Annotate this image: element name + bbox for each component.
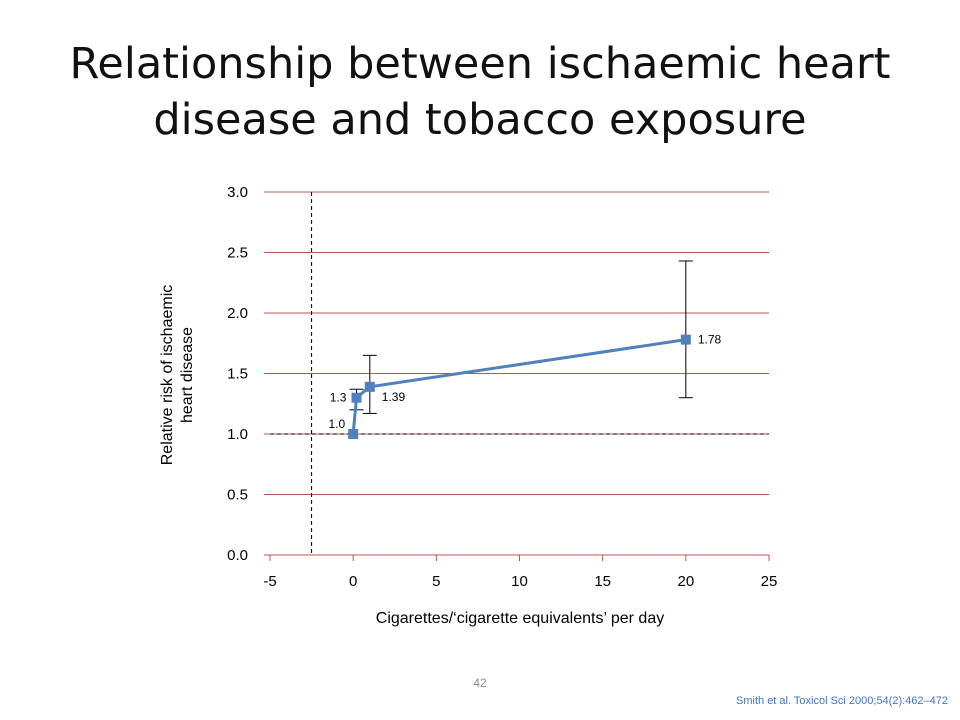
data-label: 1.39 (382, 390, 406, 404)
x-tick-label: 25 (761, 573, 778, 590)
data-label: 1.3 (330, 391, 347, 405)
x-tick-label: 0 (349, 573, 357, 590)
data-point (351, 392, 362, 403)
y-tick-label: 0.5 (227, 487, 248, 504)
x-tick-label: 20 (677, 573, 694, 590)
data-label: 1.0 (328, 417, 345, 431)
y-tick-label: 0.0 (227, 547, 248, 564)
y-tick-label: 2.5 (227, 245, 248, 262)
x-tick-label: 5 (432, 573, 440, 590)
y-tick-label: 1.0 (227, 426, 248, 443)
x-tick-label: -5 (263, 573, 276, 590)
y-tick-label: 3.0 (227, 184, 248, 201)
data-label: 1.78 (698, 333, 722, 347)
title-line-1: Relationship between ischaemic heart (69, 39, 891, 89)
data-point (680, 334, 691, 345)
y-axis-title: Relative risk of ischaemic heart disease (159, 285, 196, 466)
data-point (348, 429, 359, 439)
y-axis-title-line: Relative risk of ischaemic (159, 285, 176, 466)
title-line-2: disease and tobacco exposure (153, 95, 807, 145)
citation: Smith et al. Toxicol Sci 2000;54(2):462–… (736, 695, 948, 707)
x-tick-label: 15 (594, 573, 611, 590)
x-tick-label: 10 (511, 573, 528, 590)
y-axis-title-line: heart disease (179, 327, 196, 423)
slide-title: Relationship between ischaemic heart dis… (40, 36, 920, 148)
series-line (351, 338, 687, 435)
y-tick-label: 1.5 (227, 366, 248, 383)
x-axis-title: Cigarettes/‘cigarette equivalents’ per d… (376, 610, 664, 627)
page-number: 42 (473, 676, 487, 690)
y-tick-label: 2.0 (227, 305, 248, 322)
data-point (364, 381, 375, 392)
